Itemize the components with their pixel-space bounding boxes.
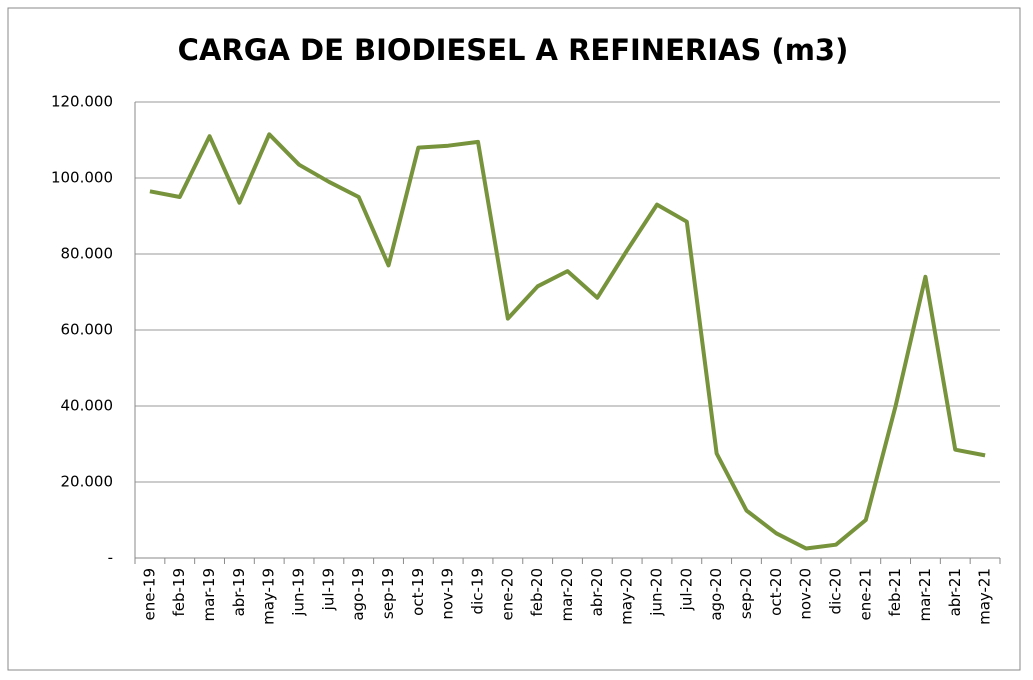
x-tick-label: ene-20 [498, 568, 516, 620]
x-tick-label: ene-19 [140, 568, 158, 620]
x-tick-label: mar-19 [200, 568, 218, 622]
x-tick-label: feb-19 [170, 568, 188, 617]
chart-title: CARGA DE BIODIESEL A REFINERIAS (m3) [178, 33, 849, 67]
y-tick-label: 80.000 [61, 245, 114, 263]
data-line [149, 132, 986, 551]
x-tick-label: dic-19 [469, 568, 487, 614]
x-tick-label: jun-19 [290, 568, 308, 617]
x-tick-label: may-19 [260, 568, 278, 625]
y-tick-label: 20.000 [61, 473, 114, 491]
x-tick-label: abr-20 [588, 568, 606, 616]
y-tick-label: 40.000 [61, 397, 114, 415]
x-tick-label: jul-20 [677, 568, 695, 611]
y-tick-label: - [108, 549, 113, 567]
x-tick-label: oct-20 [767, 568, 785, 616]
x-tick-label: may-21 [976, 568, 994, 625]
x-tick-label: dic-20 [826, 568, 844, 614]
x-tick-label: mar-20 [558, 568, 576, 622]
x-tick-label: feb-21 [886, 568, 904, 617]
x-tick-label: ago-20 [707, 568, 725, 621]
x-tick-label: feb-20 [528, 568, 546, 617]
x-tick-label: abr-21 [946, 568, 964, 616]
x-tick-label: jul-19 [319, 568, 337, 611]
x-tick-label: sep-20 [737, 568, 755, 619]
x-tick-label: sep-19 [379, 568, 397, 619]
y-tick-label: 100.000 [51, 169, 113, 187]
x-tick-label: oct-19 [409, 568, 427, 616]
x-tick-label: nov-19 [439, 568, 457, 620]
x-tick-label: abr-19 [230, 568, 248, 616]
x-tick-label: nov-20 [797, 568, 815, 620]
y-tick-label: 120.000 [51, 93, 113, 111]
x-tick-label: ago-19 [349, 568, 367, 621]
x-tick-label: ene-21 [856, 568, 874, 620]
x-tick-label: may-20 [618, 568, 636, 625]
x-tick-label: jun-20 [647, 568, 665, 617]
y-tick-label: 60.000 [61, 321, 114, 339]
x-tick-label: mar-21 [916, 568, 934, 622]
